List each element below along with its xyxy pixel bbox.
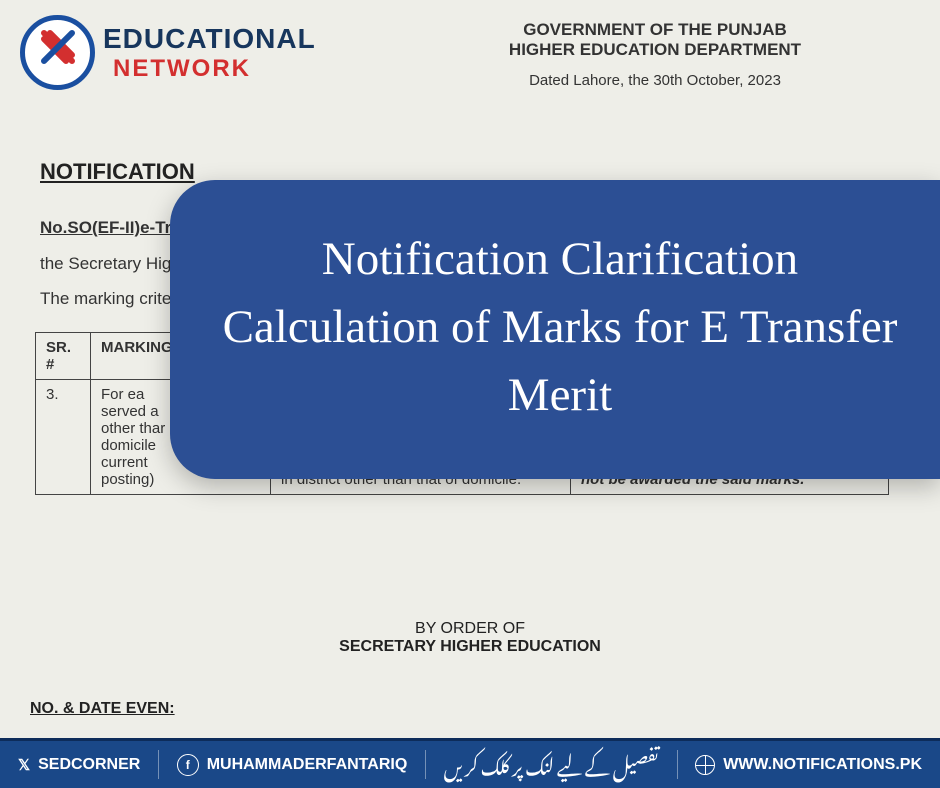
document-header: GOVERNMENT OF THE PUNJAB HIGHER EDUCATIO…	[400, 20, 910, 89]
footer-reference: NO. & DATE EVEN:	[30, 700, 175, 718]
order-line2: SECRETARY HIGHER EDUCATION	[0, 638, 940, 656]
col-header-sr: SR. #	[36, 333, 91, 380]
title-overlay-card: Notification Clarification Calculation o…	[170, 180, 940, 479]
bar-segment-2[interactable]: f MUHAMMADERFANTARIQ	[159, 741, 426, 788]
bar-label-2: MUHAMMADERFANTARIQ	[207, 756, 408, 774]
bar-label-1: SEDCORNER	[38, 756, 140, 774]
gov-line2: HIGHER EDUCATION DEPARTMENT	[400, 40, 910, 60]
urdu-caption: تفصیل کے لیے لنک پر کلک کریں	[444, 741, 659, 788]
overlay-title: Notification Clarification Calculation o…	[220, 225, 900, 429]
bar-segment-1[interactable]: 𝕏 SEDCORNER	[0, 741, 158, 788]
bar-label-4: WWW.NOTIFICATIONS.PK	[723, 756, 922, 774]
cell-sr: 3.	[36, 380, 91, 495]
document-date: Dated Lahore, the 30th October, 2023	[400, 72, 910, 89]
logo-mark-icon	[36, 25, 80, 80]
order-line1: BY ORDER OF	[0, 620, 940, 638]
gov-line1: GOVERNMENT OF THE PUNJAB	[400, 20, 910, 40]
bar-segment-4[interactable]: WWW.NOTIFICATIONS.PK	[677, 741, 940, 788]
brand-text: EDUCATIONAL NETWORK	[103, 23, 316, 83]
x-social-icon: 𝕏	[18, 756, 30, 774]
bottom-bar: 𝕏 SEDCORNER f MUHAMMADERFANTARIQ تفصیل ک…	[0, 738, 940, 788]
order-block: BY ORDER OF SECRETARY HIGHER EDUCATION	[0, 620, 940, 656]
logo-circle	[20, 15, 95, 90]
facebook-icon: f	[177, 754, 199, 776]
brand-name-top: EDUCATIONAL	[103, 23, 316, 55]
bar-segment-3: تفصیل کے لیے لنک پر کلک کریں	[426, 741, 677, 788]
brand-name-bottom: NETWORK	[113, 55, 316, 83]
brand-logo-block: EDUCATIONAL NETWORK	[20, 15, 316, 90]
globe-icon	[695, 755, 715, 775]
